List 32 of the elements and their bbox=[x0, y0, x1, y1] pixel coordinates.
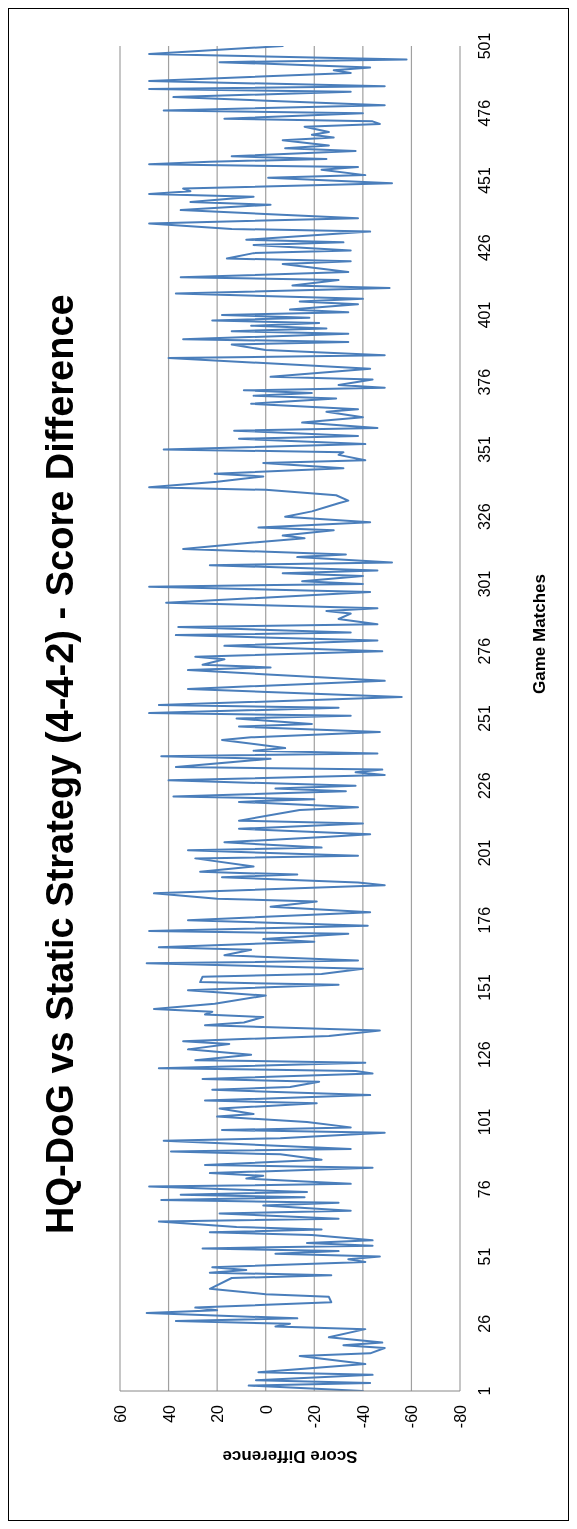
x-axis-title: Score Difference bbox=[221, 1446, 359, 1467]
y-tick-label: 301 bbox=[476, 570, 493, 598]
y-tick-label: 51 bbox=[476, 1247, 493, 1266]
y-tick-label: 376 bbox=[476, 368, 493, 396]
x-tick-label: 20 bbox=[209, 1404, 227, 1423]
y-tick-label: 451 bbox=[476, 167, 493, 194]
y-tick-label: 101 bbox=[476, 1108, 493, 1136]
y-tick-label: 151 bbox=[476, 974, 493, 1001]
y-tick-label: 1 bbox=[476, 1386, 493, 1396]
y-tick-label: 226 bbox=[476, 772, 493, 800]
x-tick-label: -80 bbox=[452, 1404, 469, 1429]
y-tick-label: 351 bbox=[476, 436, 493, 463]
y-axis-title: Game Matches bbox=[529, 573, 550, 697]
y-tick-label: 276 bbox=[476, 637, 493, 665]
x-tick-label: -60 bbox=[403, 1404, 421, 1429]
y-tick-label: 126 bbox=[476, 1041, 493, 1069]
x-tick-label: 40 bbox=[160, 1404, 178, 1423]
x-tick-label: 60 bbox=[112, 1404, 129, 1423]
text: HQ-DoG vs Static Strategy (4-4-2) - Score Difference bbox=[38, 293, 82, 1237]
y-tick-label: 201 bbox=[476, 839, 493, 867]
y-tick-label: 476 bbox=[476, 99, 493, 127]
x-tick-label: 0 bbox=[257, 1404, 275, 1414]
y-tick-label: 76 bbox=[476, 1180, 493, 1199]
y-tick-label: 501 bbox=[476, 32, 493, 60]
y-tick-label: 401 bbox=[476, 301, 493, 329]
y-tick-label: 26 bbox=[476, 1314, 493, 1333]
x-tick-label: -40 bbox=[354, 1404, 372, 1429]
y-tick-label: 426 bbox=[476, 234, 493, 262]
y-tick-label: 326 bbox=[476, 503, 493, 531]
y-tick-label: 251 bbox=[476, 705, 493, 732]
x-tick-label: -20 bbox=[306, 1404, 324, 1429]
y-tick-label: 176 bbox=[476, 906, 493, 934]
